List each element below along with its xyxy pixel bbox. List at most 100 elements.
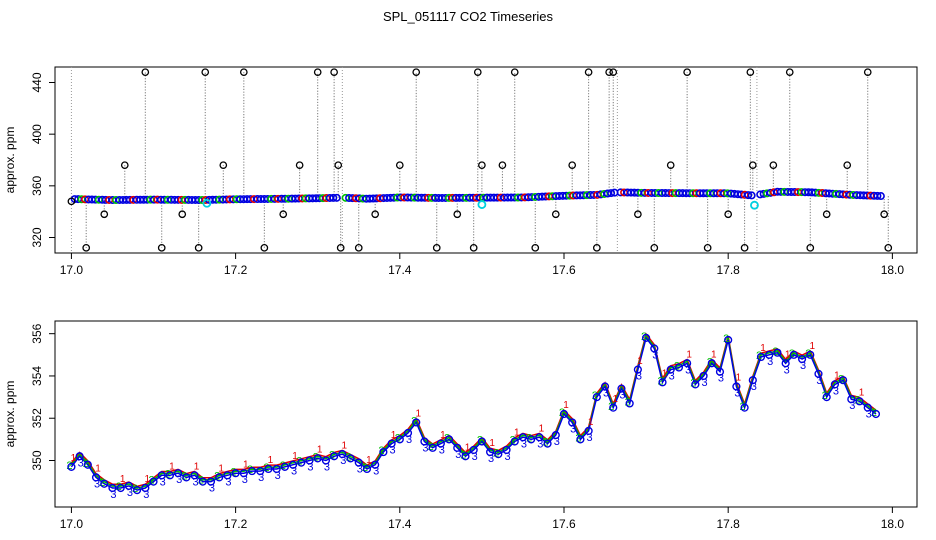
outlier-point <box>120 161 129 170</box>
series-point-3 <box>724 335 733 345</box>
x-tick-label: 18.0 <box>881 263 905 277</box>
series-point-3 <box>354 458 363 467</box>
series-point-3 <box>559 409 569 419</box>
series-marker-3: 3 <box>767 356 773 368</box>
series-marker-2: 2 <box>789 348 795 360</box>
series-marker-3: 3 <box>554 436 560 448</box>
outlier-point <box>884 243 893 252</box>
outlier-point <box>313 68 322 77</box>
x-tick-label: 17.0 <box>60 263 84 277</box>
series-point-3 <box>814 369 823 378</box>
series-marker-1: 1 <box>686 349 692 360</box>
outlier-point <box>82 243 91 252</box>
series-marker-3: 3 <box>636 371 642 383</box>
data-point <box>329 193 338 202</box>
plot-frame <box>54 320 918 508</box>
outlier-point <box>194 243 203 252</box>
series-point-3 <box>403 428 413 438</box>
series-marker-3: 3 <box>340 455 346 467</box>
series-marker-2: 2 <box>641 331 647 343</box>
series-marker-1: 1 <box>514 428 520 439</box>
series-marker-3: 3 <box>390 445 396 457</box>
series-marker-2: 2 <box>822 390 828 402</box>
series-marker-2: 2 <box>231 466 237 478</box>
series-marker-1: 1 <box>859 388 865 399</box>
series-marker-3: 3 <box>324 462 330 474</box>
x-tick-label: 17.6 <box>552 263 576 277</box>
series-point-3 <box>215 473 224 482</box>
outlier-point <box>568 161 577 170</box>
series-marker-3: 3 <box>816 375 822 387</box>
series-point-3 <box>748 376 757 385</box>
series-point-3 <box>280 462 289 471</box>
outlier-point <box>746 68 755 77</box>
outlier-point <box>354 243 363 252</box>
series-marker-3: 3 <box>192 476 198 488</box>
series-marker-3: 3 <box>570 423 576 435</box>
outlier-point <box>141 68 150 77</box>
outlier-point <box>822 210 831 219</box>
series-marker-1: 1 <box>785 349 791 360</box>
series-marker-2: 2 <box>411 416 417 428</box>
series-marker-2: 2 <box>116 481 122 493</box>
series-marker-1: 1 <box>268 455 274 466</box>
series-marker-1: 1 <box>194 461 200 472</box>
series-marker-3: 3 <box>603 388 609 400</box>
series-point-3 <box>256 466 265 476</box>
series-point-3 <box>740 403 749 412</box>
series-marker-1: 1 <box>539 423 545 434</box>
series-marker-2: 2 <box>543 437 549 449</box>
series-point-3 <box>362 464 372 474</box>
series-marker-3: 3 <box>619 390 625 402</box>
series-point-3 <box>91 473 101 482</box>
series-marker-2: 2 <box>345 451 351 463</box>
series-marker-1: 1 <box>637 356 643 367</box>
outlier-point <box>469 243 478 252</box>
series-marker-1: 1 <box>711 349 717 360</box>
series-point-3 <box>486 447 495 457</box>
series-point-3 <box>650 344 659 353</box>
outlier-point <box>336 243 345 252</box>
outlier-point <box>473 68 482 77</box>
series-marker-1: 1 <box>95 464 101 475</box>
series-marker-2: 2 <box>674 361 680 373</box>
series-marker-2: 2 <box>296 456 302 468</box>
outlier-point <box>863 68 872 77</box>
series-point-3 <box>839 376 848 385</box>
series-point-3 <box>527 435 536 444</box>
series-marker-3: 3 <box>833 385 839 397</box>
series-point-3 <box>502 445 511 455</box>
series-point-3 <box>297 458 306 467</box>
series-point-3 <box>174 469 183 478</box>
series-point-3 <box>641 333 651 343</box>
plot-frame <box>54 66 918 254</box>
series-point-3 <box>633 365 642 374</box>
series-marker-3: 3 <box>110 489 116 501</box>
series-marker-3: 3 <box>751 381 757 393</box>
series-marker-3: 3 <box>357 464 363 476</box>
outlier-point <box>531 243 540 252</box>
series-marker-2: 2 <box>493 447 499 459</box>
reference-point <box>477 200 487 209</box>
series-marker-1: 1 <box>760 343 766 354</box>
series-marker-2: 2 <box>263 462 269 474</box>
series-point-3 <box>535 433 544 442</box>
series-marker-3: 3 <box>78 457 84 469</box>
series-marker-2: 2 <box>477 435 483 447</box>
series-marker-3: 3 <box>685 364 691 376</box>
outlier-point <box>666 161 675 170</box>
outlier-point <box>330 68 338 77</box>
series-point-3 <box>75 452 84 461</box>
series-marker-2: 2 <box>723 333 729 345</box>
outlier-point <box>432 243 441 252</box>
series-marker-3: 3 <box>849 400 855 412</box>
x-tick-label: 17.0 <box>60 517 84 531</box>
series-marker-2: 2 <box>559 407 565 419</box>
series-point-3 <box>223 471 232 480</box>
series-point-3 <box>576 435 585 444</box>
series-point-3 <box>551 431 560 440</box>
series-point-3 <box>469 445 478 455</box>
outlier-point <box>592 243 601 252</box>
series-marker-3: 3 <box>455 449 461 461</box>
